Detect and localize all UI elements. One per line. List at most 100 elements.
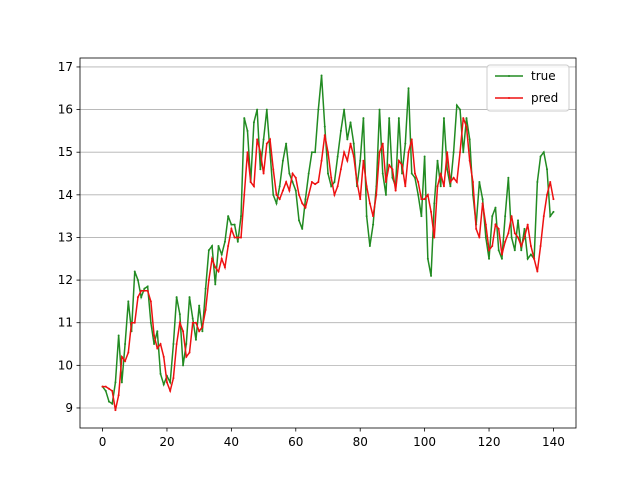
marker <box>442 117 445 120</box>
marker <box>423 155 426 158</box>
marker <box>352 155 355 158</box>
marker <box>281 159 284 162</box>
marker <box>420 198 423 201</box>
marker <box>533 257 536 260</box>
marker <box>278 198 281 201</box>
legend: true pred <box>486 64 570 112</box>
marker <box>536 181 539 184</box>
y-tick-label: 10 <box>58 358 73 372</box>
legend-label: true <box>531 69 556 83</box>
marker <box>526 223 529 226</box>
marker <box>191 321 194 324</box>
marker <box>417 181 420 184</box>
marker <box>114 381 117 384</box>
marker <box>352 142 355 145</box>
marker <box>265 108 268 111</box>
marker <box>104 389 107 392</box>
marker <box>262 172 265 175</box>
marker <box>156 330 159 333</box>
marker <box>343 151 346 154</box>
legend-marker <box>508 75 510 77</box>
marker <box>410 138 413 141</box>
marker <box>446 168 449 171</box>
marker <box>459 108 462 111</box>
marker <box>462 117 465 120</box>
marker <box>401 163 404 166</box>
marker <box>156 347 159 350</box>
marker <box>288 189 291 192</box>
marker <box>307 193 310 196</box>
y-tick-label: 16 <box>58 103 73 117</box>
marker <box>491 215 494 218</box>
marker <box>513 232 516 235</box>
marker <box>397 159 400 162</box>
marker <box>546 168 549 171</box>
marker <box>491 244 494 247</box>
marker <box>346 138 349 141</box>
marker <box>536 270 539 273</box>
marker <box>114 409 117 412</box>
marker <box>104 385 107 388</box>
marker <box>330 176 333 179</box>
marker <box>272 193 275 196</box>
marker <box>159 343 162 346</box>
marker <box>542 151 545 154</box>
marker <box>497 249 500 252</box>
marker <box>339 168 342 171</box>
marker <box>317 108 320 111</box>
marker <box>327 172 329 175</box>
marker <box>204 287 207 290</box>
marker <box>368 244 371 247</box>
marker <box>111 389 114 392</box>
marker <box>413 172 416 175</box>
marker <box>330 185 333 188</box>
marker <box>471 181 474 184</box>
marker <box>217 244 220 247</box>
marker <box>465 117 468 120</box>
marker <box>539 155 542 158</box>
marker <box>107 400 110 403</box>
marker <box>413 176 416 179</box>
marker <box>417 193 420 196</box>
marker <box>433 202 436 205</box>
marker <box>388 163 391 166</box>
marker <box>381 142 384 145</box>
marker <box>246 129 249 132</box>
marker <box>375 193 378 196</box>
marker <box>288 172 291 175</box>
marker <box>433 236 436 239</box>
marker <box>488 249 491 252</box>
marker <box>365 215 368 218</box>
marker <box>178 321 181 324</box>
y-tick-label: 9 <box>65 401 73 415</box>
marker <box>227 215 230 218</box>
marker <box>243 117 246 120</box>
marker <box>320 159 323 162</box>
marker <box>285 181 288 184</box>
marker <box>240 215 243 218</box>
marker <box>517 219 520 222</box>
x-tick-label: 40 <box>224 435 239 449</box>
marker <box>175 343 178 346</box>
marker <box>133 321 136 324</box>
marker <box>494 223 497 226</box>
marker <box>523 236 526 239</box>
marker <box>294 176 297 179</box>
y-tick-label: 14 <box>58 188 73 202</box>
marker <box>510 236 513 239</box>
marker <box>182 364 185 367</box>
marker <box>175 296 178 299</box>
marker <box>426 193 429 196</box>
marker <box>442 185 445 188</box>
x-tick-label: 60 <box>288 435 303 449</box>
marker <box>162 383 165 386</box>
marker <box>327 151 329 154</box>
marker <box>214 283 217 286</box>
marker <box>397 117 400 120</box>
marker <box>236 236 239 239</box>
x-tick-label: 140 <box>542 435 565 449</box>
plot-frame <box>79 57 577 429</box>
marker <box>407 87 410 90</box>
marker <box>240 236 243 239</box>
marker <box>120 355 123 358</box>
